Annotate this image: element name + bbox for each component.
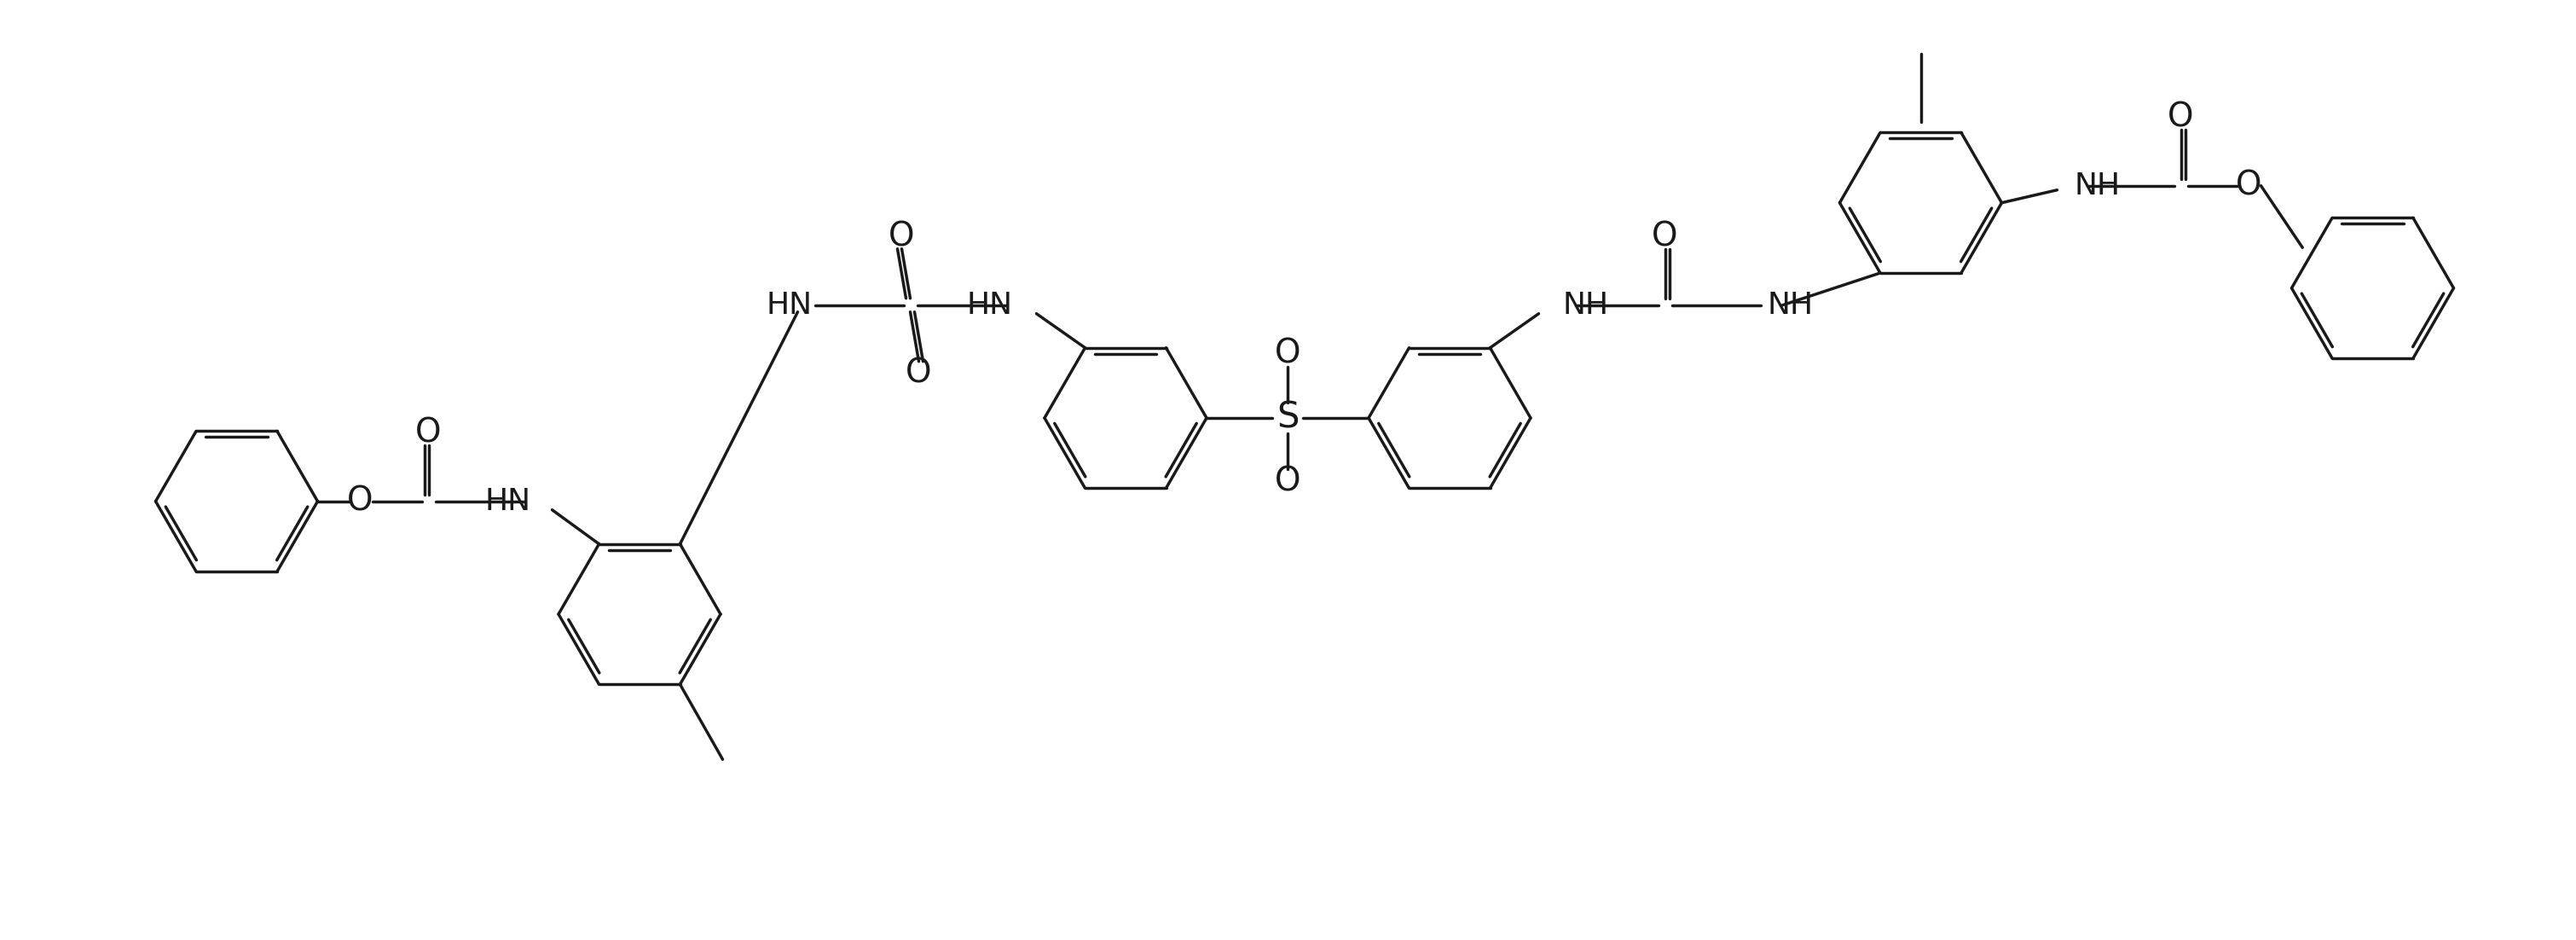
Text: O: O: [907, 357, 933, 389]
Text: O: O: [889, 221, 914, 253]
Text: O: O: [1651, 221, 1677, 253]
Text: O: O: [348, 485, 374, 518]
Text: O: O: [1275, 465, 1301, 498]
Text: HN: HN: [966, 290, 1012, 320]
Text: O: O: [1275, 337, 1301, 370]
Text: O: O: [415, 416, 440, 449]
Text: HN: HN: [765, 290, 811, 320]
Text: O: O: [2169, 102, 2195, 133]
Text: NH: NH: [1767, 290, 1814, 320]
Text: NH: NH: [1564, 290, 1610, 320]
Text: O: O: [2236, 169, 2262, 202]
Text: S: S: [1275, 400, 1298, 436]
Text: NH: NH: [2074, 171, 2120, 200]
Text: HN: HN: [484, 487, 531, 516]
